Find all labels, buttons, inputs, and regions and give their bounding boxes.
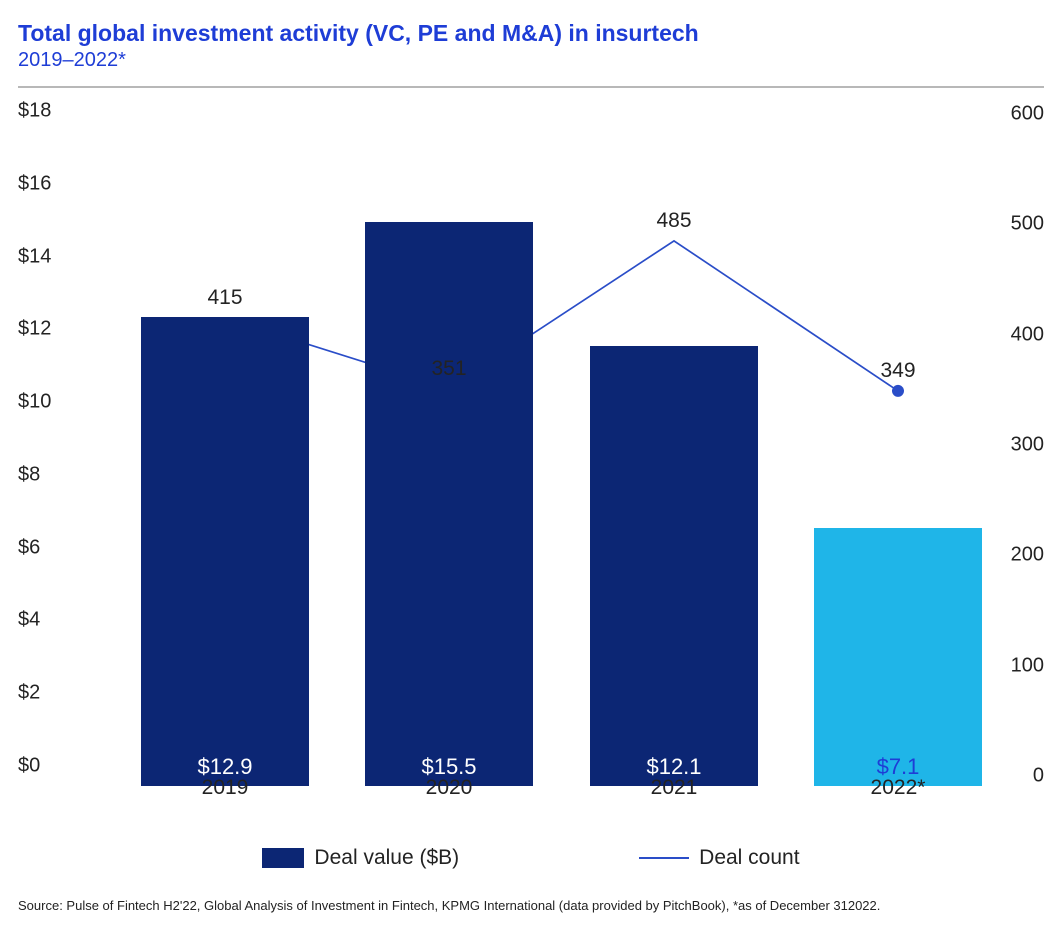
chart-wrapper: $0 $2 $4 $6 $8 $10 $12 $14 $16 $18 0 100 200 300 400 50… [18, 86, 1044, 913]
line-value-label: 351 [431, 357, 466, 381]
left-axis-tick: $10 [18, 391, 51, 414]
right-axis-tick: 200 [1011, 544, 1044, 567]
source-footnote: Source: Pulse of Fintech H2'22, Global A… [18, 898, 1044, 913]
right-axis-tick: 0 [1033, 765, 1044, 788]
line-value-label: 415 [207, 286, 242, 310]
left-axis-tick: $18 [18, 100, 51, 123]
left-axis-tick: $4 [18, 609, 40, 632]
left-axis-tick: $16 [18, 172, 51, 195]
legend: Deal value ($B) Deal count [18, 846, 1044, 870]
legend-item-line: Deal count [639, 846, 799, 870]
right-axis-tick: 600 [1011, 103, 1044, 126]
legend-item-bar: Deal value ($B) [262, 846, 459, 870]
line-value-label: 349 [880, 359, 915, 383]
legend-swatch-line [639, 857, 689, 859]
left-axis-tick: $6 [18, 536, 40, 559]
chart-area: $0 $2 $4 $6 $8 $10 $12 $14 $16 $18 0 100 200 300 400 50… [18, 96, 1044, 796]
chart-subtitle: 2019–2022* [18, 49, 1044, 72]
bar: $7.1 [814, 528, 982, 786]
bar: $15.5 [365, 222, 533, 786]
category-label: 2022* [871, 776, 926, 800]
right-axis-tick: 400 [1011, 323, 1044, 346]
left-axis-tick: $2 [18, 682, 40, 705]
left-axis-tick: $0 [18, 755, 40, 778]
legend-swatch-bar [262, 848, 304, 868]
right-axis-tick: 100 [1011, 654, 1044, 677]
category-label: 2020 [426, 776, 473, 800]
chart-title: Total global investment activity (VC, PE… [18, 20, 1044, 47]
legend-label-line: Deal count [699, 846, 799, 870]
category-label: 2019 [202, 776, 249, 800]
bar: $12.9 [141, 317, 309, 786]
left-axis-tick: $14 [18, 245, 51, 268]
category-label: 2021 [651, 776, 698, 800]
legend-label-bar: Deal value ($B) [314, 846, 459, 870]
line-value-label: 485 [656, 209, 691, 233]
left-axis-tick: $8 [18, 463, 40, 486]
right-axis-tick: 500 [1011, 213, 1044, 236]
bar: $12.1 [590, 346, 758, 786]
right-axis-tick: 300 [1011, 434, 1044, 457]
left-axis-tick: $12 [18, 318, 51, 341]
